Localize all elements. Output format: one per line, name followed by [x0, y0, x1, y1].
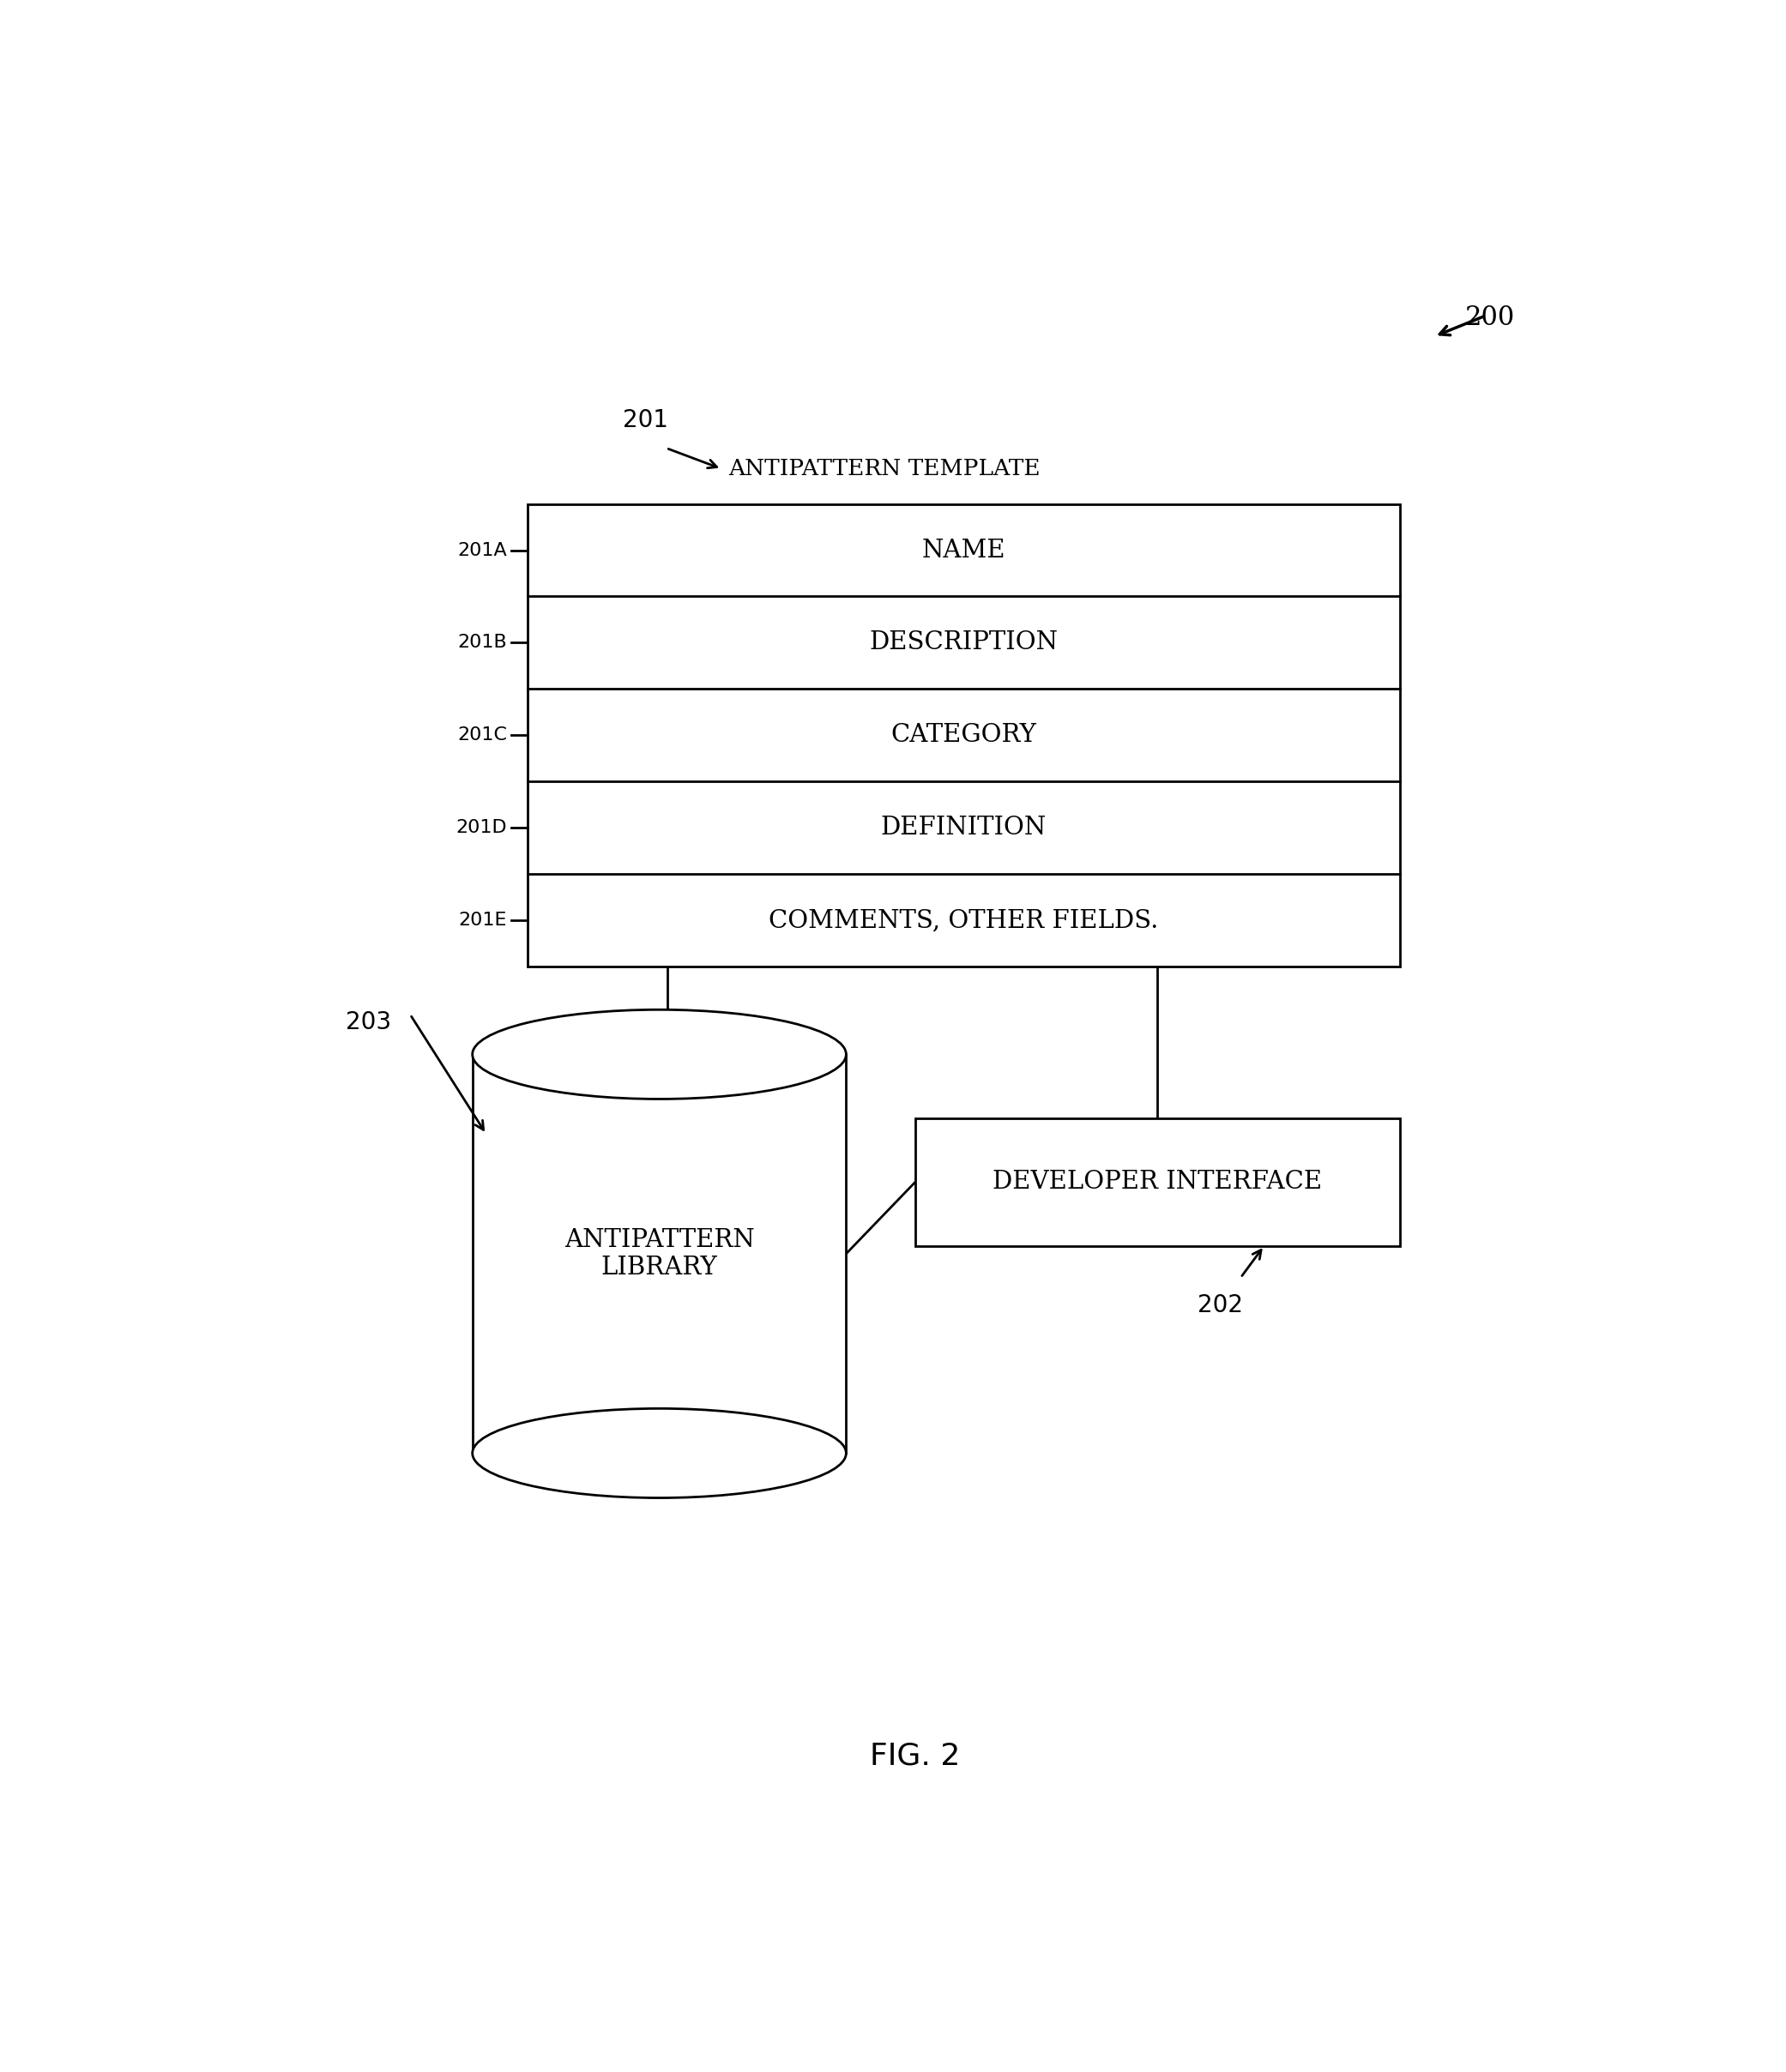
Text: COMMENTS, OTHER FIELDS.: COMMENTS, OTHER FIELDS.: [770, 908, 1159, 932]
Text: 203: 203: [346, 1011, 391, 1034]
Text: 201E: 201E: [459, 912, 507, 928]
Text: CATEGORY: CATEGORY: [891, 723, 1036, 748]
Bar: [472, 1055, 847, 1452]
Text: ANTIPATTERN TEMPLATE: ANTIPATTERN TEMPLATE: [729, 458, 1041, 479]
Text: 201: 201: [623, 408, 668, 433]
Text: DEVELOPER INTERFACE: DEVELOPER INTERFACE: [993, 1171, 1322, 1193]
Ellipse shape: [472, 1009, 847, 1098]
Ellipse shape: [472, 1409, 847, 1498]
Text: 201D: 201D: [455, 818, 507, 837]
Text: 201B: 201B: [457, 634, 507, 651]
Text: FIG. 2: FIG. 2: [870, 1743, 961, 1772]
Text: 200: 200: [1465, 305, 1515, 332]
Text: 201A: 201A: [457, 541, 507, 559]
Text: DESCRIPTION: DESCRIPTION: [870, 630, 1057, 655]
Text: 201C: 201C: [457, 727, 507, 744]
Text: DEFINITION: DEFINITION: [880, 816, 1047, 839]
Text: 202: 202: [1197, 1293, 1243, 1318]
Bar: [529, 503, 1400, 966]
Bar: [916, 1119, 1400, 1245]
Text: ANTIPATTERN
LIBRARY: ANTIPATTERN LIBRARY: [564, 1229, 754, 1280]
Text: NAME: NAME: [922, 539, 1006, 562]
